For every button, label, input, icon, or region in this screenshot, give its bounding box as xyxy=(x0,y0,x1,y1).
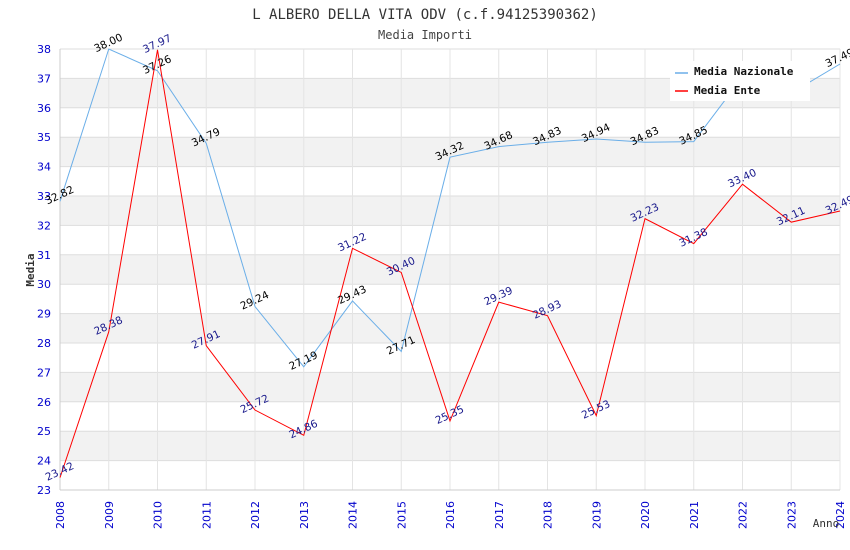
x-tick-label: 2019 xyxy=(590,501,603,529)
y-tick-label: 24 xyxy=(37,455,51,468)
x-tick-label: 2018 xyxy=(542,501,555,529)
x-tick-label: 2011 xyxy=(200,501,213,529)
x-tick-label: 2017 xyxy=(493,501,506,529)
series-line-ente xyxy=(59,49,841,478)
x-tick-label: 2012 xyxy=(249,501,262,529)
x-tick-label: 2024 xyxy=(834,501,847,529)
x-tick-label: 2020 xyxy=(639,501,652,529)
y-tick-label: 38 xyxy=(37,43,51,56)
y-tick-label: 29 xyxy=(37,308,51,321)
y-tick-label: 27 xyxy=(37,366,51,379)
y-tick-label: 34 xyxy=(37,161,51,174)
chart-subtitle: Media Importi xyxy=(378,28,472,42)
x-tick-label: 2013 xyxy=(298,501,311,529)
x-tick-label: 2023 xyxy=(785,501,798,529)
x-tick-label: 2015 xyxy=(395,501,408,529)
y-tick-label: 30 xyxy=(37,278,51,291)
x-tick-label: 2014 xyxy=(347,501,360,529)
y-tick-label: 33 xyxy=(37,190,51,203)
y-tick-label: 23 xyxy=(37,484,51,497)
series-line-nazionale xyxy=(59,48,841,368)
y-axis-label: Media xyxy=(24,253,37,286)
y-tick-label: 37 xyxy=(37,72,51,85)
y-tick-label: 25 xyxy=(37,425,51,438)
y-axis-ticks: 23 24 25 26 27 28 29 30 31 32 33 34 35 36 37 38 xyxy=(37,43,51,497)
x-axis-label: Anno xyxy=(813,517,840,530)
x-tick-label: 2010 xyxy=(152,501,165,529)
legend: Media Nazionale Media Ente xyxy=(670,61,810,101)
y-tick-label: 31 xyxy=(37,249,51,262)
y-tick-label: 32 xyxy=(37,219,51,232)
y-tick-label: 35 xyxy=(37,131,51,144)
series-lines xyxy=(59,48,841,478)
plot-background xyxy=(59,48,841,491)
x-tick-label: 2022 xyxy=(737,501,750,529)
legend-label-ente: Media Ente xyxy=(694,84,761,97)
x-tick-label: 2021 xyxy=(688,501,701,529)
x-tick-label: 2009 xyxy=(103,501,116,529)
legend-box xyxy=(670,61,810,101)
x-axis-ticks: 2008 2009 2010 2011 2012 2013 2014 2015 2016 2017… xyxy=(54,501,847,529)
chart-title: L ALBERO DELLA VITA ODV (c.f.94125390362… xyxy=(252,7,598,23)
x-tick-label: 2016 xyxy=(444,501,457,529)
legend-label-nazionale: Media Nazionale xyxy=(694,65,794,78)
y-tick-label: 26 xyxy=(37,396,51,409)
y-tick-label: 28 xyxy=(37,337,51,350)
y-tick-label: 36 xyxy=(37,102,51,115)
x-tick-label: 2008 xyxy=(54,501,67,529)
